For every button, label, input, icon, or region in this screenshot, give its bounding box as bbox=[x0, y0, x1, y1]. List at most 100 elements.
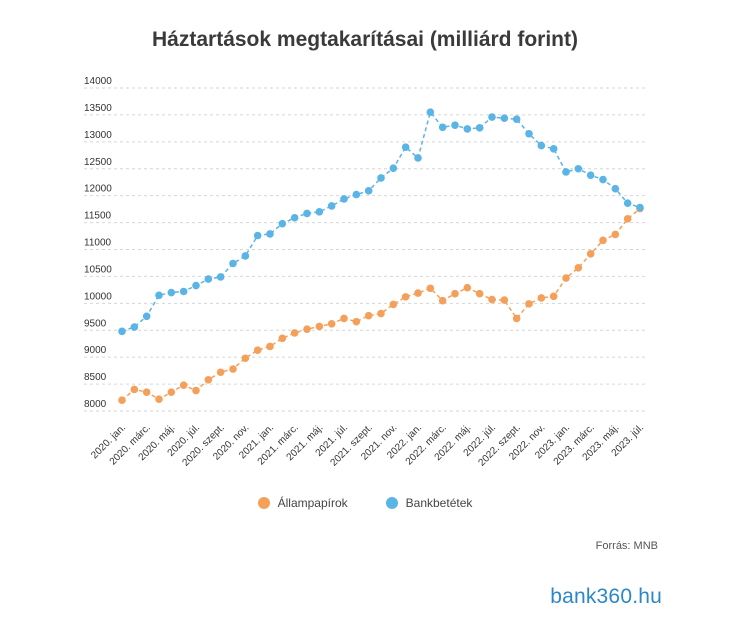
data-point bbox=[364, 187, 373, 195]
legend-swatch-allampapirok bbox=[257, 497, 270, 509]
data-point bbox=[278, 219, 287, 228]
legend-label-bankbetetek: Bankbetétek bbox=[405, 496, 473, 510]
data-point bbox=[229, 365, 237, 373]
data-point bbox=[611, 230, 620, 239]
data-point bbox=[340, 314, 348, 323]
y-tick-label: 8000 bbox=[84, 399, 107, 410]
legend-item-bankbetetek[interactable]: Bankbetétek bbox=[385, 496, 473, 510]
data-point bbox=[525, 300, 533, 308]
data-point bbox=[241, 252, 250, 260]
data-point bbox=[192, 386, 200, 395]
data-point bbox=[303, 325, 311, 333]
data-point bbox=[463, 125, 472, 133]
data-point bbox=[414, 289, 422, 297]
data-point bbox=[611, 184, 620, 193]
data-point bbox=[266, 342, 274, 351]
data-point bbox=[537, 141, 546, 150]
data-point bbox=[599, 236, 607, 245]
data-point bbox=[623, 199, 632, 208]
series-allampapirok bbox=[118, 204, 644, 405]
data-point bbox=[142, 312, 151, 321]
data-point bbox=[636, 203, 644, 212]
data-point bbox=[488, 113, 496, 121]
data-point bbox=[290, 329, 299, 337]
data-point bbox=[574, 164, 583, 173]
y-tick-label: 10500 bbox=[84, 264, 112, 275]
source-note: Forrás: MNB bbox=[595, 540, 658, 552]
data-point bbox=[340, 195, 348, 203]
data-point bbox=[352, 190, 361, 199]
y-tick-label: 9500 bbox=[84, 318, 107, 329]
legend-label-allampapirok: Állampapírok bbox=[277, 496, 348, 510]
data-point bbox=[389, 300, 398, 309]
data-point bbox=[253, 231, 262, 240]
data-point bbox=[475, 289, 484, 298]
data-point bbox=[426, 108, 435, 117]
data-point bbox=[118, 327, 126, 336]
y-tick-label: 8500 bbox=[84, 372, 107, 383]
data-point bbox=[586, 250, 595, 258]
data-point bbox=[537, 294, 546, 302]
data-point bbox=[623, 215, 632, 223]
data-point bbox=[167, 288, 176, 297]
data-point bbox=[216, 273, 225, 281]
data-point bbox=[562, 274, 570, 282]
data-point bbox=[118, 396, 126, 405]
y-tick-label: 13000 bbox=[84, 130, 112, 141]
data-point bbox=[426, 284, 435, 293]
data-point bbox=[204, 275, 213, 283]
data-point bbox=[414, 154, 422, 162]
series-bankbetetek bbox=[118, 108, 644, 336]
data-point bbox=[463, 283, 472, 292]
data-point bbox=[512, 115, 521, 124]
data-point bbox=[500, 114, 509, 122]
data-point bbox=[315, 208, 324, 216]
grid-lines bbox=[84, 87, 646, 412]
data-point bbox=[130, 385, 139, 394]
y-tick-label: 10000 bbox=[84, 291, 112, 302]
data-point bbox=[278, 334, 287, 343]
y-tick-label: 11000 bbox=[84, 238, 112, 249]
data-point bbox=[389, 164, 398, 173]
y-tick-label: 14000 bbox=[84, 76, 112, 87]
data-point bbox=[574, 264, 583, 272]
data-point bbox=[500, 296, 509, 304]
y-tick-label: 12000 bbox=[84, 184, 112, 195]
data-point bbox=[549, 292, 558, 301]
data-point bbox=[204, 375, 213, 384]
y-axis-ticks: 8000 8500 9000 9500 10000 10500 11000 11500 1200… bbox=[84, 76, 112, 410]
data-point bbox=[401, 143, 410, 152]
data-point bbox=[179, 381, 188, 389]
data-point bbox=[549, 145, 558, 153]
data-point bbox=[525, 129, 533, 138]
data-point bbox=[512, 314, 521, 323]
x-axis-ticks: 2020. jan.2020. márc.2020. máj.2020. júl… bbox=[89, 422, 646, 468]
data-point bbox=[475, 124, 484, 132]
data-point bbox=[315, 322, 324, 331]
data-point bbox=[401, 293, 410, 301]
data-point bbox=[562, 168, 570, 176]
data-point bbox=[216, 368, 225, 377]
y-tick-label: 11500 bbox=[84, 211, 112, 222]
data-point bbox=[352, 317, 361, 326]
data-point bbox=[155, 291, 163, 300]
data-point bbox=[241, 354, 250, 363]
series-line bbox=[121, 110, 641, 333]
data-point bbox=[155, 395, 163, 403]
data-point bbox=[167, 388, 176, 396]
data-point bbox=[438, 123, 447, 132]
series-layer bbox=[118, 108, 644, 405]
data-point bbox=[377, 309, 385, 318]
data-point bbox=[451, 121, 459, 129]
data-point bbox=[253, 346, 262, 354]
data-point bbox=[290, 213, 299, 222]
data-point bbox=[142, 388, 151, 396]
legend-item-allampapirok[interactable]: Állampapírok bbox=[257, 496, 348, 510]
data-point bbox=[130, 323, 139, 331]
data-point bbox=[438, 296, 447, 305]
data-point bbox=[377, 174, 385, 182]
legend-swatch-bankbetetek bbox=[385, 497, 398, 509]
y-tick-label: 12500 bbox=[84, 157, 112, 168]
data-point bbox=[229, 259, 237, 268]
